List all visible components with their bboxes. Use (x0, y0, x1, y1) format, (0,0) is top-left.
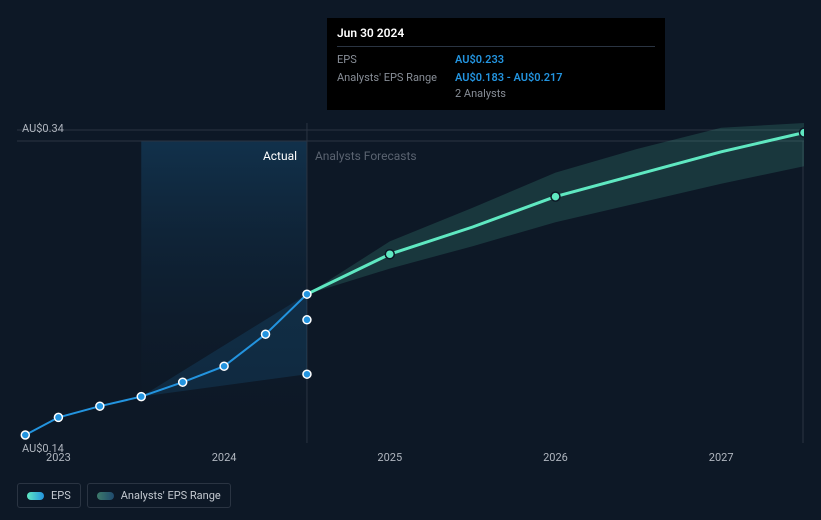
tooltip-row: EPS AU$0.233 (337, 51, 655, 69)
eps-chart[interactable]: AU$0.34 AU$0.14 20232024202520262027 Act… (17, 123, 804, 443)
section-actual-label: Actual (263, 149, 297, 163)
x-axis-label: 2024 (212, 451, 237, 464)
x-axis-label: 2023 (46, 451, 71, 464)
tooltip-val: AU$0.183 - AU$0.217 (455, 69, 563, 87)
tooltip-footer: 2 Analysts (337, 87, 655, 100)
chart-legend: EPS Analysts' EPS Range (17, 483, 231, 508)
tooltip-row: Analysts' EPS Range AU$0.183 - AU$0.217 (337, 69, 655, 87)
tooltip-val: AU$0.233 (455, 51, 504, 69)
x-axis-label: 2027 (709, 451, 734, 464)
x-axis-label: 2025 (377, 451, 402, 464)
tooltip-key: EPS (337, 51, 455, 69)
tooltip-key: Analysts' EPS Range (337, 69, 455, 87)
legend-label: EPS (51, 489, 71, 502)
legend-item-range[interactable]: Analysts' EPS Range (87, 483, 231, 508)
chart-tooltip: Jun 30 2024 EPS AU$0.233 Analysts' EPS R… (327, 18, 665, 110)
x-axis-label: 2026 (543, 451, 568, 464)
y-axis-label-top: AU$0.34 (22, 122, 64, 135)
legend-label: Analysts' EPS Range (121, 489, 221, 502)
section-forecast-label: Analysts Forecasts (315, 149, 417, 163)
chart-svg (17, 123, 804, 443)
tooltip-date: Jun 30 2024 (337, 26, 655, 47)
legend-swatch-icon (27, 492, 44, 500)
legend-swatch-icon (97, 492, 114, 500)
legend-item-eps[interactable]: EPS (17, 483, 81, 508)
